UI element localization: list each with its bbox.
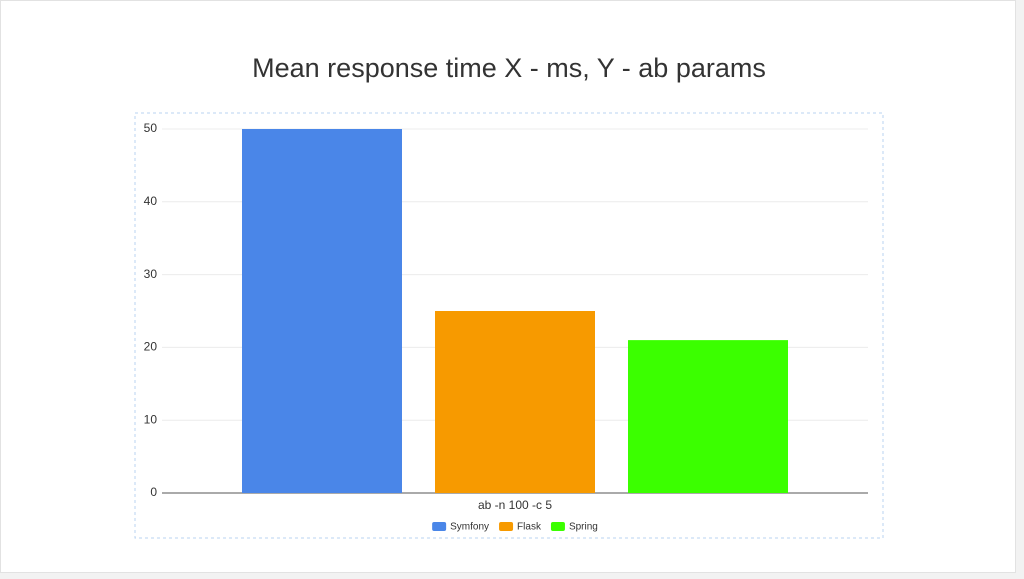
y-tick-label: 40 (144, 194, 158, 208)
legend-swatch (550, 522, 565, 531)
legend-label: Symfony (450, 522, 489, 533)
legend-label: Spring (569, 522, 598, 533)
y-tick-label: 20 (144, 340, 158, 354)
y-tick-label: 10 (144, 412, 158, 426)
bar (628, 340, 788, 493)
y-tick-label: 50 (144, 121, 158, 135)
legend-swatch (499, 522, 514, 531)
y-tick-label: 30 (144, 267, 158, 281)
chart-frame (134, 112, 884, 539)
bar (242, 129, 402, 493)
x-tick-label: ab -n 100 -c 5 (478, 498, 552, 512)
legend-label: Flask (517, 522, 542, 533)
legend-swatch (432, 522, 447, 531)
chart-title: Mean response time X - ms, Y - ab params (252, 53, 766, 83)
y-tick-label: 0 (150, 485, 157, 499)
bar (435, 311, 595, 493)
